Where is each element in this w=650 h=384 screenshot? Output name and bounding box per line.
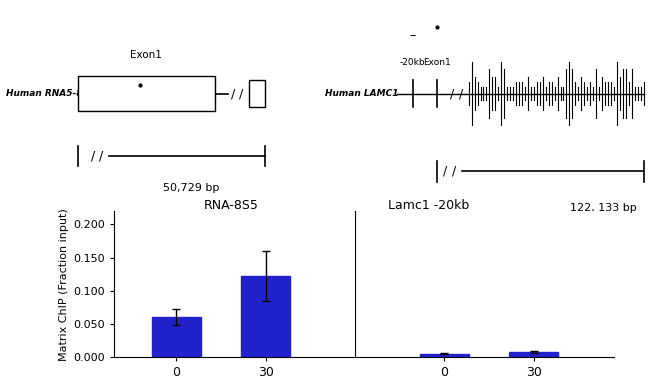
Text: Human RNA5-8S5: Human RNA5-8S5 (6, 89, 96, 98)
Y-axis label: Matrix ChIP (Fraction input): Matrix ChIP (Fraction input) (58, 208, 69, 361)
Text: RNA-8S5: RNA-8S5 (203, 199, 258, 212)
Text: 122, 133 bp: 122, 133 bp (570, 203, 637, 213)
Text: Exon1: Exon1 (423, 58, 450, 67)
Bar (78, 76, 214, 111)
Text: /: / (239, 87, 244, 100)
Text: 50,729 bp: 50,729 bp (163, 183, 219, 193)
Text: /: / (99, 149, 104, 162)
Text: –: – (410, 29, 416, 42)
Text: -20kb: -20kb (400, 58, 426, 67)
Bar (509, 353, 558, 357)
Text: Human LAMC1: Human LAMC1 (325, 89, 398, 98)
Text: /: / (452, 165, 456, 178)
Text: /: / (231, 87, 235, 100)
Text: /: / (459, 87, 463, 100)
Text: /: / (443, 165, 448, 178)
Text: Exon1: Exon1 (130, 50, 162, 60)
Bar (420, 354, 469, 357)
Bar (241, 276, 291, 357)
Bar (249, 80, 265, 107)
Bar (151, 317, 201, 357)
Text: Lamc1 -20kb: Lamc1 -20kb (389, 199, 469, 212)
Text: /: / (91, 149, 96, 162)
Text: /: / (450, 87, 455, 100)
